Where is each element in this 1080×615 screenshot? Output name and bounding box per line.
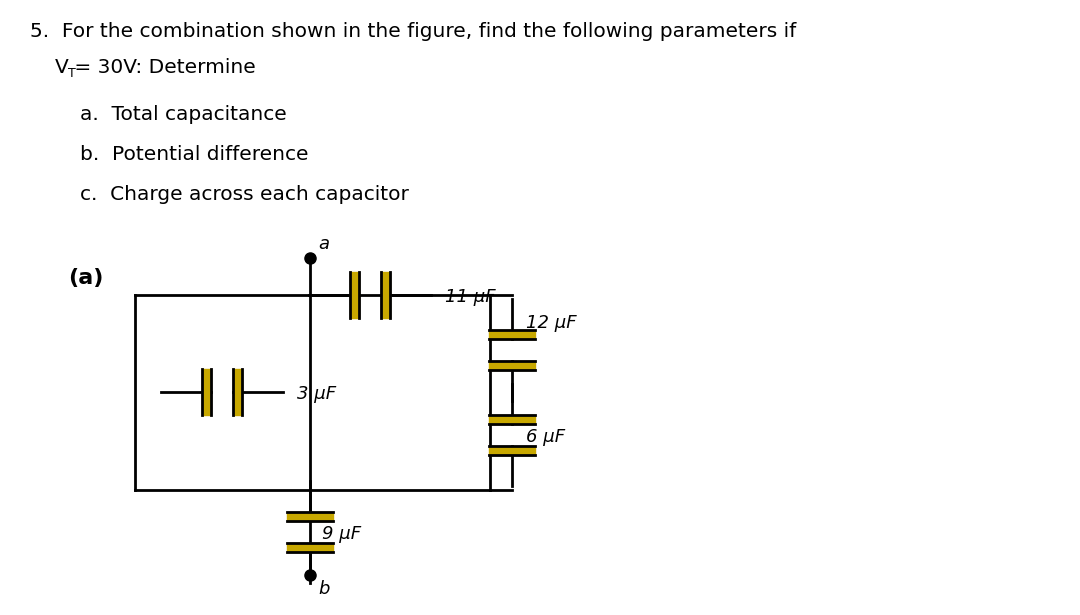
Text: 9 μF: 9 μF [322,525,361,543]
Bar [233,369,242,415]
Text: (a): (a) [68,268,104,288]
Text: a: a [318,235,329,253]
Bar [489,446,535,455]
Text: 6 μF: 6 μF [526,429,565,446]
Bar [381,272,390,318]
Text: c.  Charge across each capacitor: c. Charge across each capacitor [80,185,409,204]
Bar [489,415,535,424]
Text: b: b [318,580,329,598]
Text: V: V [55,58,69,77]
Bar [489,360,535,370]
Text: 11 μF: 11 μF [445,288,496,306]
Text: T: T [68,67,76,80]
Text: 5.  For the combination shown in the figure, find the following parameters if: 5. For the combination shown in the figu… [30,22,796,41]
Bar [202,369,211,415]
Bar [350,272,359,318]
Text: 12 μF: 12 μF [526,314,577,331]
Bar [287,543,333,552]
Bar [287,512,333,521]
Text: = 30V: Determine: = 30V: Determine [68,58,256,77]
Text: 3 μF: 3 μF [297,385,336,403]
Text: b.  Potential difference: b. Potential difference [80,145,309,164]
Bar [489,330,535,339]
Text: a.  Total capacitance: a. Total capacitance [80,105,287,124]
